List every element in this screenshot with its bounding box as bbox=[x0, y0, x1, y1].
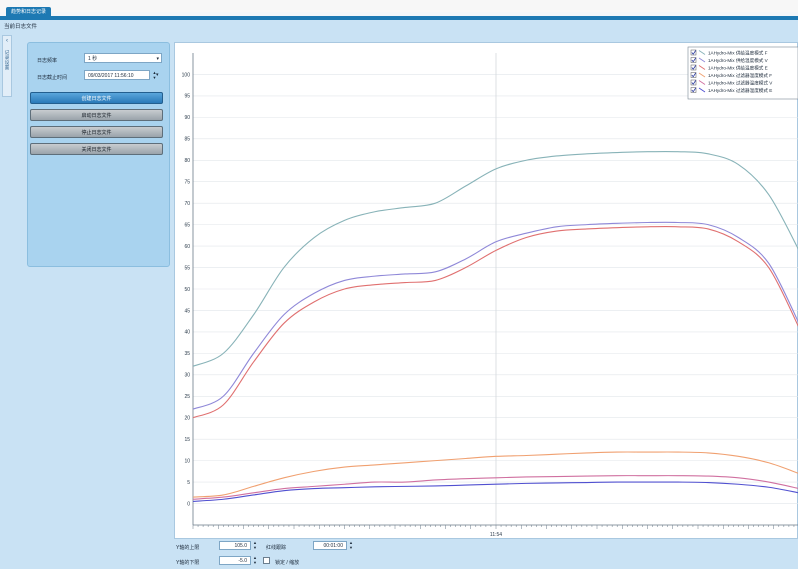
legend-swatch bbox=[698, 87, 706, 93]
chevron-down-icon[interactable]: ▾ bbox=[156, 72, 159, 78]
legend-swatch bbox=[698, 65, 706, 70]
checkmark-icon bbox=[691, 65, 697, 70]
trend-chart-svg: 0 5 10 15 20 25 30 35 40 45 50 55 60 65 70 75 80 85 90 95 10… bbox=[182, 46, 798, 538]
stepper-down-icon: ▼ bbox=[152, 75, 157, 80]
y-tick-label: 90 bbox=[184, 115, 190, 121]
y-tick-label: 15 bbox=[184, 437, 190, 443]
legend-checkbox bbox=[690, 72, 697, 78]
y-tick-label: 30 bbox=[184, 373, 190, 379]
y-tick-label: 20 bbox=[184, 416, 190, 422]
legend-box bbox=[687, 46, 798, 100]
tab-trend-logging[interactable]: 趋势和日志记录 bbox=[6, 7, 52, 17]
y-min-label: Y轴的下限 bbox=[176, 560, 200, 566]
series-line bbox=[192, 451, 798, 498]
y-max-stepper[interactable]: ▲ ▼ bbox=[253, 540, 257, 550]
y-tick-label: 65 bbox=[184, 222, 190, 228]
scroll-speed-label: 红线跟踪 bbox=[266, 545, 287, 551]
legend-label: 1AHydro-Mix 过滤器温度模式 F bbox=[708, 72, 772, 79]
interval-select[interactable]: 1 秒 ▾ bbox=[84, 53, 162, 63]
legend-label: 1AHydro-Mix 过滤器温度模式 E bbox=[708, 87, 772, 94]
autoscale-checkbox[interactable] bbox=[263, 557, 270, 564]
y-min-stepper[interactable]: ▲ ▼ bbox=[253, 555, 257, 565]
y-tick-label: 70 bbox=[184, 201, 190, 207]
series-line bbox=[192, 150, 798, 367]
legend-checkbox bbox=[690, 79, 697, 86]
chevron-down-icon: ▾ bbox=[156, 56, 159, 62]
series-line bbox=[192, 221, 798, 410]
legend-checkbox bbox=[690, 57, 697, 63]
y-tick-label: 100 bbox=[182, 72, 191, 78]
y-tick-label: 40 bbox=[184, 330, 190, 336]
scroll-speed-stepper[interactable]: ▲ ▼ bbox=[349, 540, 353, 550]
legend-checkbox bbox=[690, 64, 697, 71]
checkmark-icon bbox=[691, 80, 697, 85]
stepper-up-icon: ▲ bbox=[152, 70, 157, 75]
legend-label: 1AHydro-Mix 过滤器温度模式 V bbox=[708, 80, 773, 87]
tab-underline bbox=[0, 16, 798, 20]
interval-value: 1 秒 bbox=[88, 56, 98, 62]
end-time-stepper[interactable]: ▲ ▼ bbox=[151, 70, 158, 80]
series-line bbox=[192, 475, 798, 500]
y-tick-label: 35 bbox=[184, 351, 190, 357]
y-tick-label: 55 bbox=[184, 265, 190, 271]
y-tick-label: 60 bbox=[184, 244, 190, 250]
y-max-label: Y轴的上限 bbox=[176, 545, 200, 551]
end-time-label: 日志截止时间 bbox=[37, 75, 68, 81]
trend-chart[interactable]: 0 5 10 15 20 25 30 35 40 45 50 55 60 65 70 75 80 85 90 95 10… bbox=[174, 42, 798, 539]
legend-swatch bbox=[698, 50, 706, 55]
legend-swatch bbox=[698, 80, 706, 85]
sidebar-vertical-label: 记录设置 bbox=[4, 50, 10, 70]
end-time-field[interactable]: 09/03/2017 11:56:10 ▲ ▼ bbox=[84, 70, 156, 80]
legend-label: 1AHydro-Mix 供给温度模式 F bbox=[708, 50, 768, 57]
scroll-speed-input[interactable]: 00:01:00 bbox=[313, 541, 347, 550]
checkmark-icon bbox=[691, 87, 697, 93]
checkmark-icon bbox=[691, 72, 697, 78]
y-tick-label: 75 bbox=[184, 180, 190, 186]
pane-title: 当前日志文件 bbox=[4, 24, 38, 30]
y-min-input[interactable]: -5.0 bbox=[219, 556, 251, 565]
y-tick-label: 50 bbox=[184, 287, 190, 293]
checkmark-icon bbox=[691, 50, 697, 55]
legend-label: 1AHydro-Mix 供给温度模式 E bbox=[708, 65, 768, 72]
x-tick-label: 11:54 bbox=[490, 532, 502, 538]
top-strip bbox=[0, 0, 798, 12]
chevron-left-icon: ‹ bbox=[6, 38, 8, 44]
y-tick-label: 80 bbox=[184, 158, 190, 164]
stop-log-button[interactable]: 停止日志文件 bbox=[30, 126, 163, 138]
y-tick-label: 85 bbox=[184, 137, 190, 143]
y-tick-label: 5 bbox=[187, 480, 190, 486]
y-max-input[interactable]: 105.0 bbox=[219, 541, 251, 550]
legend-checkbox bbox=[690, 49, 697, 56]
y-tick-label: 95 bbox=[184, 94, 190, 100]
end-time-value: 09/03/2017 11:56:10 bbox=[88, 73, 134, 79]
autoscale-label: 锁定 / 缩放 bbox=[275, 560, 300, 566]
legend-label: 1AHydro-Mix 供给温度模式 V bbox=[708, 57, 769, 64]
close-log-button[interactable]: 关闭日志文件 bbox=[30, 143, 163, 155]
y-tick-label: 25 bbox=[184, 394, 190, 400]
start-log-button[interactable]: 启动日志文件 bbox=[30, 109, 163, 121]
legend-swatch bbox=[698, 72, 706, 78]
sidebar-collapse-toggle[interactable]: ‹ 记录设置 bbox=[2, 35, 12, 97]
y-tick-label: 0 bbox=[187, 501, 190, 507]
series-line bbox=[192, 226, 798, 419]
create-log-button[interactable]: 创建日志文件 bbox=[30, 92, 163, 104]
legend-swatch bbox=[698, 57, 706, 63]
series-line bbox=[192, 481, 798, 502]
y-tick-label: 45 bbox=[184, 308, 190, 314]
checkmark-icon bbox=[691, 57, 697, 63]
legend-checkbox bbox=[690, 87, 697, 93]
y-tick-label: 10 bbox=[184, 458, 190, 464]
interval-label: 日志频率 bbox=[37, 58, 58, 64]
